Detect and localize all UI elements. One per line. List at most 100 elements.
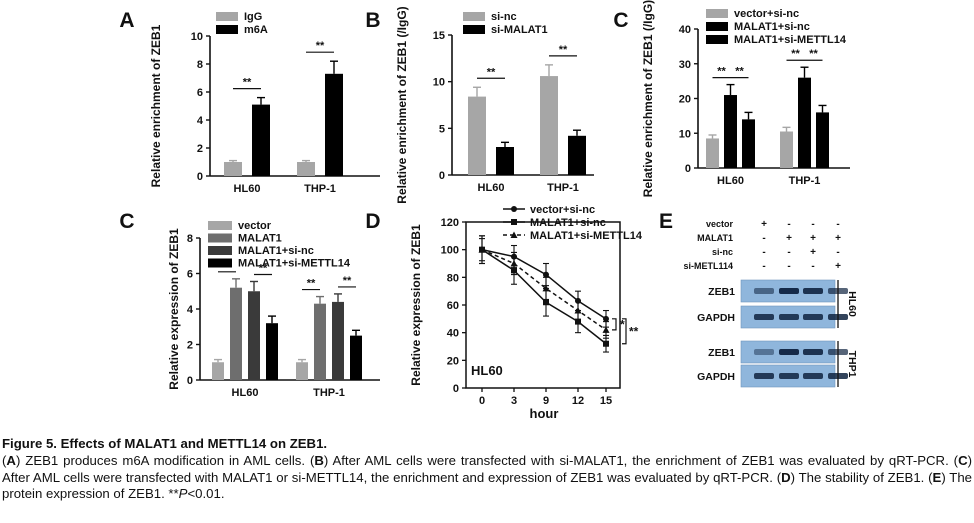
chart-d-y-tick-label: 40 [447,328,459,340]
chart-d-x-tick-label: 3 [511,395,517,407]
chart-a-legend-label: m6A [244,24,268,36]
chart-d-legend-label: vector+si-nc [530,204,595,216]
chart-b-y-tick-label: 10 [433,77,445,89]
western-blot-band [779,349,799,355]
chart-a-bar [325,73,343,176]
chart-b-y-tick-label: 15 [433,30,445,42]
chart-c-enrichment-bar [706,138,719,168]
chart-a-y-tick-label: 8 [197,59,203,71]
western-blot-band [754,288,774,294]
western-blot-condition-mark: + [810,247,816,258]
western-blot-condition-mark: - [836,219,839,230]
chart-d-point [543,271,549,278]
western-blot-condition-mark: - [836,247,839,258]
chart-d-legend-marker [511,206,517,212]
chart-c-expression-y-tick-label: 8 [187,233,193,245]
chart-c-expression-bar [332,301,344,380]
chart-c-enrichment-sig-label: ** [809,48,818,60]
chart-c-expression-legend-label: MALAT1+si-METTL14 [238,258,351,270]
chart-a-bar [252,104,270,176]
western-blot-condition-mark: + [810,233,816,244]
chart-c-enrichment-legend-label: vector+si-nc [734,8,799,20]
chart-c-enrichment-x-tick-label: HL60 [717,175,744,187]
chart-d-point [478,246,486,253]
chart-a-y-tick-label: 10 [191,31,203,43]
caption-text: (A) ZEB1 produces m6A modification in AM… [2,452,972,502]
chart-c-enrichment-y-axis-label: Relative enrichment of ZEB1 (/IgG) [641,0,655,197]
chart-a-y-axis-label: Relative enrichment of ZEB1 [149,24,163,187]
chart-d-point [543,299,549,306]
chart-d-point [542,284,550,292]
western-blot-condition-mark: - [811,261,814,272]
chart-c-enrichment-sig-label: ** [791,48,800,60]
chart-c-enrichment-legend-swatch [706,35,728,44]
chart-a-legend-swatch [216,12,238,21]
chart-c-enrichment-bar [780,131,793,168]
chart-a-y-tick-label: 6 [197,87,203,99]
chart-c-expression-legend-swatch [208,221,232,230]
chart-b-x-tick-label: HL60 [478,182,505,194]
chart-d-sig-label: * [620,317,625,331]
western-blot-condition-mark: - [762,261,765,272]
chart-c-expression-bar [296,362,308,380]
western-blot-band [803,314,823,320]
chart-b-legend-label: si-MALAT1 [491,24,548,36]
chart-d-y-tick-label: 80 [447,272,459,284]
figure-canvas: A B C C D E 0 2 4 6 8 10 Relative enrichment of ZEB1… [119,0,858,421]
chart-c-enrichment-bar [798,77,811,168]
figure-caption: Figure 5. Effects of MALAT1 and METTL14 … [2,436,972,503]
chart-c-expression-bar [350,335,362,380]
chart-c-expression-x-tick-label: THP-1 [313,387,345,399]
panel-letter-d: D [365,210,380,233]
chart-c-enrichment-legend-swatch [706,22,728,31]
chart-d-y-tick-label: 60 [447,300,459,312]
chart-c-expression-sig-label: ** [307,278,316,290]
western-blot-protein-label: ZEB1 [708,347,735,359]
western-blot-band [779,314,799,320]
chart-a-legend-label: IgG [244,11,262,23]
western-blot-band [754,373,774,379]
western-blot-protein-label: GAPDH [697,371,735,383]
chart-c-enrichment-x-tick-label: THP-1 [789,175,821,187]
chart-d-legend-label: MALAT1+si-nc [530,217,606,229]
panel-letter-b: B [365,9,380,32]
chart-d-y-axis-label: Relative expression of ZEB1 [409,224,423,386]
chart-d-point [510,260,518,267]
panel-letter-c: C [119,210,134,233]
chart-d-series-line [481,248,607,320]
chart-d-x-tick-label: 0 [479,395,485,407]
chart-b-sig-label: ** [487,66,496,78]
panel-letter-e: E [659,210,673,233]
chart-d-sig-bracket [612,318,617,331]
chart-d-x-tick-label: 12 [572,395,584,407]
chart-c-expression-y-tick-label: 0 [187,375,193,387]
chart-b-bar [568,135,586,175]
chart-b-y-tick-label: 5 [439,123,445,135]
chart-d-legend-label: MALAT1+si-METTL14 [530,230,643,242]
chart-c-enrichment-y-tick-label: 30 [679,59,691,71]
chart-c-expression-legend-swatch [208,258,232,268]
chart-a-x-tick-label: THP-1 [304,183,336,195]
chart-b-y-axis-label: Relative enrichment of ZEB1 (/IgG) [395,6,409,203]
chart-c-expression-bar [266,323,278,380]
chart-a-x-tick-label: HL60 [234,183,261,195]
chart-c-enrichment-sig-label: ** [717,66,726,78]
chart-c-enrichment-y-tick-label: 10 [679,128,691,140]
chart-c-expression-legend-label: MALAT1 [238,233,282,245]
chart-b-legend-swatch [463,12,485,21]
chart-d-series-line [481,248,607,331]
western-blot-condition-mark: - [762,247,765,258]
chart-c-enrichment-legend-label: MALAT1+si-nc [734,21,810,33]
chart-a-sig-label: ** [243,77,252,89]
western-blot-condition-mark: - [787,219,790,230]
chart-b-bar [540,76,558,175]
chart-c-expression-x-tick-label: HL60 [232,387,259,399]
western-blot-band [803,349,823,355]
chart-d-x-tick-label: 9 [543,395,549,407]
chart-c-enrichment-y-tick-label: 20 [679,94,691,106]
chart-a-sig-label: ** [316,40,325,52]
western-blot-condition-mark: + [761,219,767,230]
chart-d-point [575,318,581,325]
western-blot-condition-label: si-nc [712,247,733,257]
panel-letter-a: A [119,9,134,32]
